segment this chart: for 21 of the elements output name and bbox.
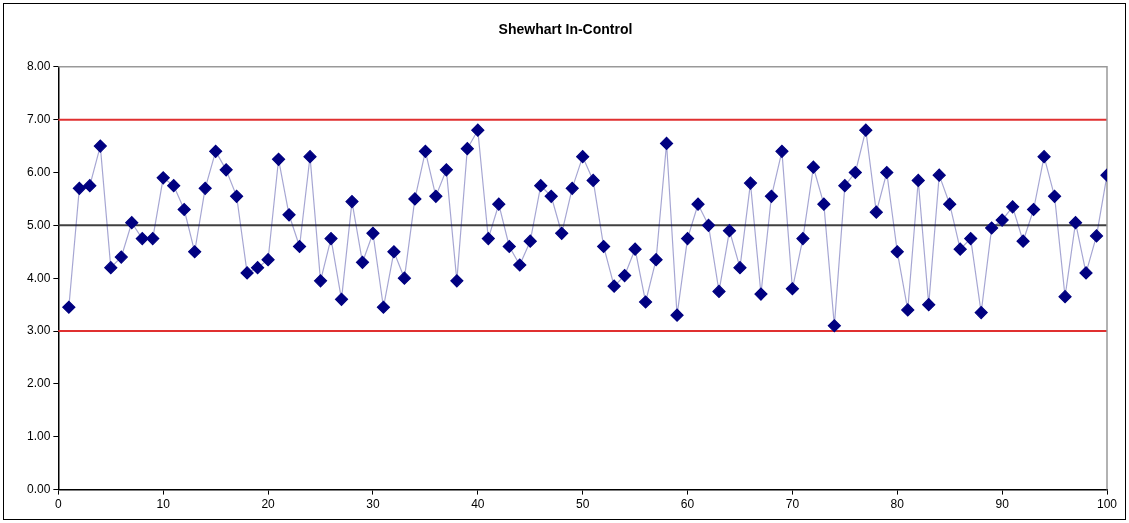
- x-tick-label: 50: [576, 497, 590, 512]
- x-tick-label: 100: [1096, 497, 1118, 512]
- x-tick-label: 30: [366, 497, 380, 512]
- y-tick-label: 1.00: [27, 429, 51, 444]
- x-tick-label: 20: [261, 497, 276, 512]
- y-tick-label: 3.00: [27, 323, 51, 338]
- x-tick-label: 70: [785, 497, 800, 512]
- y-tick-label: 0.00: [27, 481, 51, 496]
- x-tick-label: 90: [995, 497, 1010, 512]
- y-tick-label: 4.00: [27, 270, 51, 285]
- x-tick-label: 40: [471, 497, 485, 512]
- y-tick-label: 5.00: [27, 217, 51, 232]
- x-tick-label: 10: [156, 497, 171, 512]
- y-tick-label: 8.00: [27, 59, 51, 74]
- y-tick-label: 6.00: [27, 164, 51, 179]
- x-tick-label: 80: [890, 497, 905, 512]
- chart-title: Shewhart In-Control: [498, 21, 633, 38]
- y-tick-label: 2.00: [27, 376, 51, 391]
- x-tick-label: 0: [55, 497, 63, 512]
- x-tick-label: 60: [680, 497, 695, 512]
- y-tick-label: 7.00: [27, 111, 51, 126]
